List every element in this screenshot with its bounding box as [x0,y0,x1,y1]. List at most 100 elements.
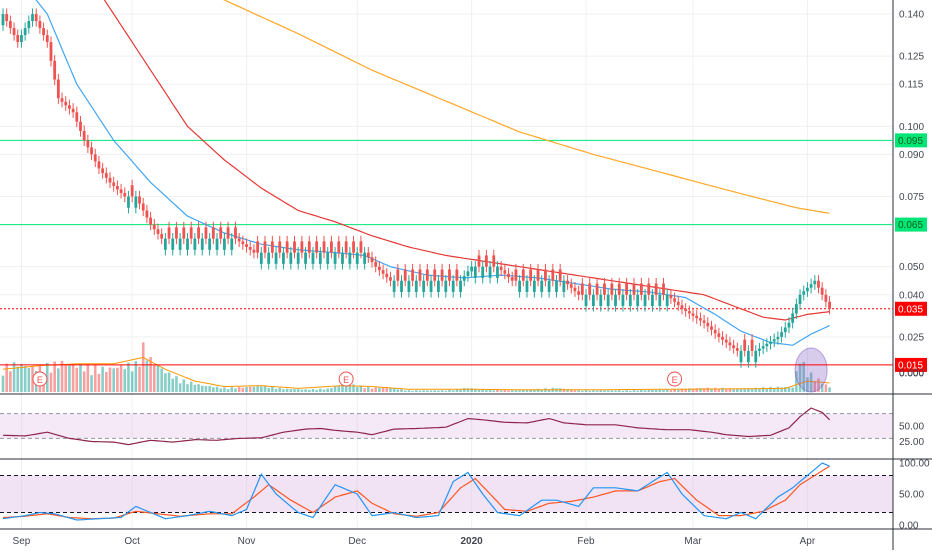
volume-bar [12,362,16,392]
candle-body [651,294,654,306]
candle-body [27,21,31,29]
volume-bar [289,389,293,392]
volume-bar [130,371,134,392]
candle-body [389,277,392,281]
candle-body [676,301,680,306]
candle-body [780,332,783,337]
candle-body [414,280,418,292]
volume-bar [747,388,750,392]
volume-bar [20,363,23,392]
volume-bar [643,390,647,392]
candle-body [267,252,271,264]
candle-body [647,283,651,295]
volume-bar [296,389,300,392]
candle-body [518,280,521,292]
candle-body [499,266,503,271]
volume-bar [592,390,595,392]
volume-bar [499,390,503,392]
candle-body [211,227,215,239]
candle-body [167,227,171,239]
candle-body [1,14,5,26]
candle-body [200,238,204,250]
candle-body [226,227,230,239]
candle-body [230,238,234,250]
candle-body [300,241,304,253]
candle-body [127,196,130,208]
volume-bar [411,390,414,392]
candle-body [296,252,300,264]
volume-bar [459,389,462,392]
level-label: 0.065 [898,220,923,231]
candle-body [97,161,101,169]
candle-body [134,196,138,208]
volume-bar [160,368,163,392]
volume-bar [599,390,603,392]
volume-bar [344,383,348,392]
volume-bar [186,384,189,392]
volume-bar [676,389,680,392]
volume-bar [750,388,754,392]
candle-body [521,269,525,281]
volume-bar [437,390,440,392]
volume-bar [514,390,518,392]
volume-bar [352,384,355,392]
candle-body [470,266,474,272]
volume-bar [311,388,315,392]
volume-bar [53,361,56,392]
volume-bar [378,387,381,392]
volume-bar [629,390,632,392]
candle-body [503,270,507,274]
candle-body [746,350,750,363]
volume-bar [1,375,5,392]
price-tick-label: 0.075 [899,192,924,203]
volume-bar [636,390,639,392]
volume-bar [245,387,248,392]
candle-body [732,345,736,349]
volume-bar [566,389,569,392]
volume-bar [248,386,252,392]
volume-bar [462,388,466,392]
volume-bar [75,367,79,392]
candle-body [662,283,665,295]
candle-body [75,112,79,122]
candle-body [123,192,127,197]
candle-body [12,28,16,36]
candle-body [606,294,610,306]
volume-bar [614,390,617,392]
volume-bar [739,388,743,392]
volume-bar [470,388,473,392]
price-tick-label: 0.000 [899,369,924,380]
candle-body [824,294,828,302]
candle-body [817,280,820,288]
rsi-line [2,407,831,446]
candle-body [448,269,451,281]
candle-body [56,79,60,99]
candle-body [263,241,267,253]
volume-bar [798,363,802,392]
volume-bar [82,371,86,392]
volume-bar [772,388,776,392]
candle-body [617,283,621,295]
candle-body [802,291,806,295]
candle-body [566,280,569,285]
candle-body [444,280,448,292]
candle-body [252,249,256,253]
candle-body [278,241,282,253]
level-label: 0.035 [898,304,923,315]
volume-bar [569,389,573,392]
candle-body [603,283,606,295]
volume-bars [1,342,831,392]
volume-bar [665,389,669,392]
candle-body [344,241,348,253]
volume-bar [108,367,112,392]
candle-body [38,21,42,29]
candle-body [680,305,684,309]
candle-body [68,105,71,109]
volume-bar [90,375,93,392]
volume-bar [540,389,544,392]
candle-body [473,266,477,278]
level-label: 0.015 [898,360,923,371]
volume-bar [783,387,787,392]
